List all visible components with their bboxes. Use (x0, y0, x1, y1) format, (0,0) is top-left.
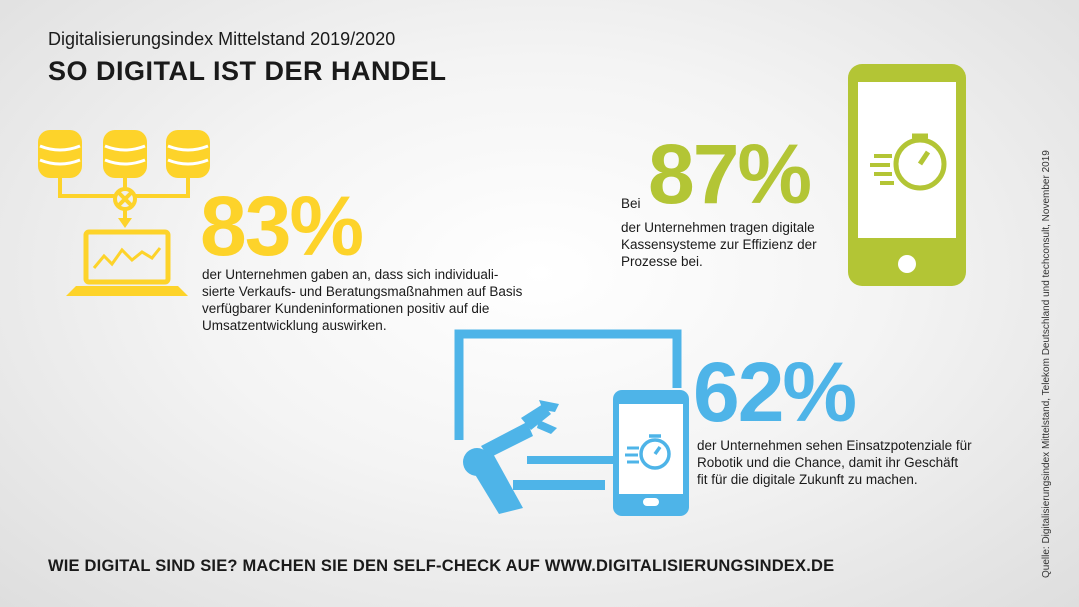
stat-87-description: der Unternehmen tragen digitale Kassensy… (621, 220, 817, 269)
stat-62-value: 62% (693, 345, 857, 439)
page-title: SO DIGITAL IST DER HANDEL (48, 56, 447, 86)
stat-62-description: der Unternehmen sehen Einsatzpotenziale … (697, 438, 972, 487)
robot-arm-tablet-icon (454, 329, 689, 516)
stat-87-prefix: Bei (621, 196, 641, 211)
database-laptop-icon (38, 130, 210, 296)
stat-83-value: 83% (200, 179, 364, 273)
self-check-cta: WIE DIGITAL SIND SIE? MACHEN SIE DEN SEL… (48, 557, 835, 575)
header-subtitle: Digitalisierungsindex Mittelstand 2019/2… (48, 29, 396, 49)
smartphone-stopwatch-icon (848, 64, 966, 286)
stat-87-value: 87% (648, 127, 812, 221)
stat-83-description: der Unternehmen gaben an, dass sich indi… (202, 267, 523, 333)
source-note: Quelle: Digitalisierungsindex Mittelstan… (1041, 150, 1052, 578)
